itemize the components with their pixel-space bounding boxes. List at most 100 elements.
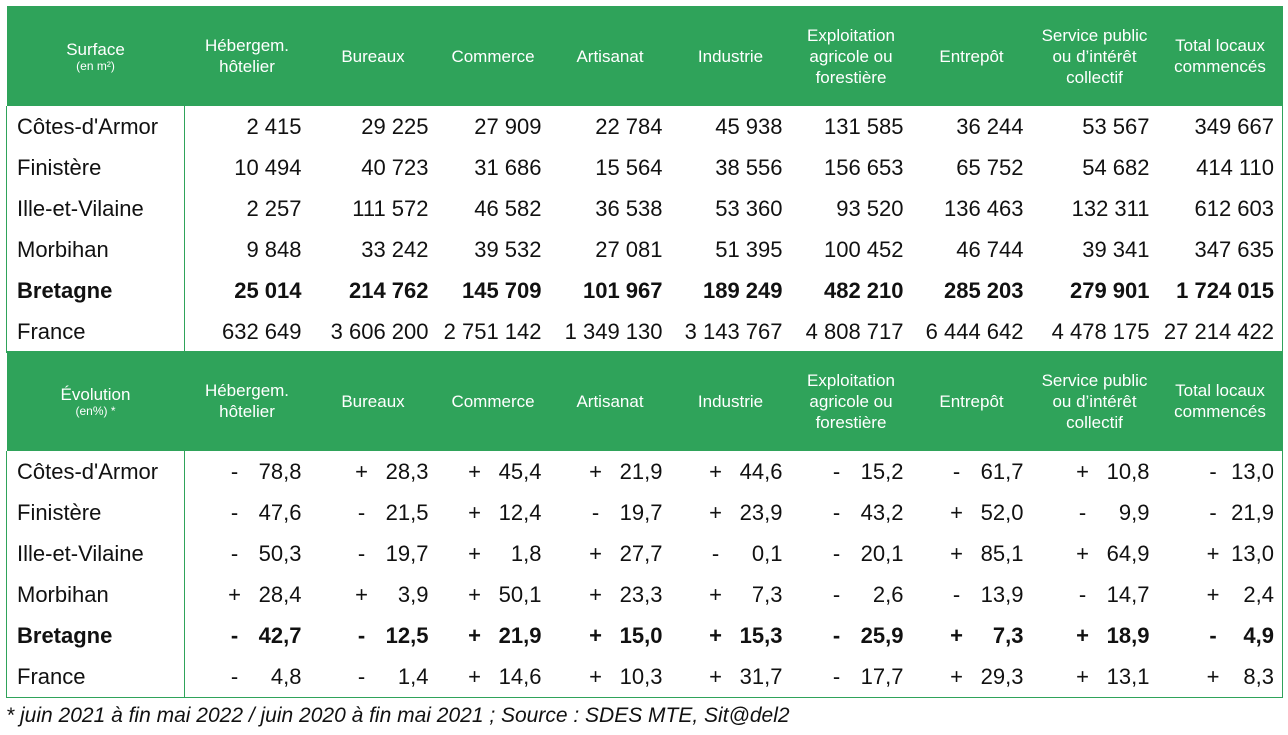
evolution-value: +21,9 [585,459,662,485]
table-cell: 156 653 [823,154,904,180]
sign: + [1206,663,1220,689]
value: 78,8 [258,458,302,484]
table-cell: 51 395 [715,236,783,262]
table-row: Finistère 10 494 40 723 31 686 15 564 38 556 1… [6,147,1283,188]
table-cell: 145 709 [461,277,542,303]
value: 1,4 [397,663,429,689]
table-cell: +1,8 [437,533,550,574]
sign: - [591,499,600,525]
sign: + [355,581,368,607]
table-cell: 46 582 [474,195,542,221]
table-cell: +23,3 [550,574,671,615]
surface-table: Surface (en m²) Hébergem. hôtelier Burea… [6,6,1283,353]
value: 9,9 [1118,499,1150,525]
evolution-value: -25,9 [826,623,904,649]
sign: + [468,499,481,525]
table-row: Bretagne -42,7-12,5 +21,9 +15,0 +15,3-25,9 +7… [6,615,1283,656]
sign: + [1206,581,1220,607]
sign: + [1076,540,1089,566]
table-cell: 632 649 [184,311,310,353]
sign: + [355,458,368,484]
value: 52,0 [980,499,1024,525]
value: 4,9 [1243,622,1274,648]
table-cell: +8,3 [1157,656,1283,698]
surface-col-header: Hébergem. hôtelier [184,6,310,106]
row-label: Ille-et-Vilaine [6,533,185,574]
sign: - [832,581,841,607]
sign: - [952,458,961,484]
sign: - [1078,499,1087,525]
sign: + [709,499,722,525]
row-label: Morbihan [6,574,185,615]
table-row: Ille-et-Vilaine -50,3-19,7 +1,8 +27,7-0,1-2… [6,533,1283,574]
evolution-value: +44,6 [705,459,782,485]
evolution-value: +7,3 [946,623,1023,649]
surface-col-header: Entrepôt [911,6,1032,106]
table-cell: 414 110 [1157,147,1283,188]
table-cell: 101 967 [582,277,663,303]
value: 21,9 [1231,499,1274,525]
row-label: Finistère [6,492,185,533]
sign: - [711,540,720,566]
evolution-value: -43,2 [826,500,904,526]
table-cell: +28,4 [185,574,310,615]
evolution-value: -13,9 [946,582,1024,608]
evolution-value: +21,9 [464,623,541,649]
value: 64,9 [1106,540,1150,566]
sign: - [832,540,841,566]
table-cell: 9 848 [246,236,302,262]
evolution-value: +8,3 [1202,664,1274,690]
sign: + [1206,540,1220,566]
surface-header-title: Surface (en m²) [6,6,185,106]
evolution-header-title: Évolution (en%) * [6,351,185,451]
sign: - [357,622,366,648]
sign: - [952,581,961,607]
table-cell: +21,9 [437,615,550,656]
table-cell: +13,1 [1031,656,1158,698]
table-cell: +52,0 [912,492,1032,533]
value: 20,1 [860,540,904,566]
value: 47,6 [258,499,302,525]
sign: + [589,663,602,689]
table-row: France -4,8-1,4 +14,6 +10,3 +31,7-17,7 +29,3 +… [6,656,1283,698]
sign: - [832,663,841,689]
value: 0,1 [751,540,783,566]
sign: - [230,622,239,648]
table-cell: 136 463 [943,195,1024,221]
table-row: Bretagne 25 014 214 762 145 709 101 967 189 2… [6,270,1283,311]
sign: + [1076,663,1089,689]
table-cell: 40 723 [361,154,429,180]
table-cell: -17,7 [790,656,912,698]
table-cell: -61,7 [912,451,1032,492]
evolution-value: -15,2 [826,459,904,485]
evolution-value: +27,7 [585,541,662,567]
sign: + [1076,458,1089,484]
table-cell: 285 203 [943,277,1024,303]
row-label: Bretagne [6,270,185,311]
sign: + [950,663,963,689]
table-cell: +44,6 [671,451,791,492]
evolution-value: - 0,1 [705,541,783,567]
value: 12,5 [385,622,429,648]
table-cell: 612 603 [1157,188,1283,229]
evolution-value: -20,1 [826,541,904,567]
evolution-value: -21,5 [351,500,429,526]
sign: + [468,540,481,566]
table-cell: +50,1 [437,574,550,615]
value: 14,6 [498,663,542,689]
table-cell: -14,7 [1032,574,1158,615]
table-cell: 4 478 175 [1031,311,1158,353]
sign: - [1078,581,1087,607]
sign: + [1076,622,1089,648]
sign: - [230,663,239,689]
table-row: France 632 649 3 606 200 2 751 142 1 349 130… [6,311,1283,353]
sign: + [228,581,241,607]
value: 42,7 [258,622,302,648]
evolution-value: -19,7 [351,541,429,567]
table-cell: 39 341 [1082,236,1150,262]
table-cell: 46 744 [956,236,1024,262]
surface-title: Surface [66,39,125,59]
table-cell: 4 808 717 [790,311,912,353]
table-cell: +15,3 [671,615,791,656]
evolution-table: Évolution (en%) * Hébergem. hôtelier Bur… [6,351,1283,698]
